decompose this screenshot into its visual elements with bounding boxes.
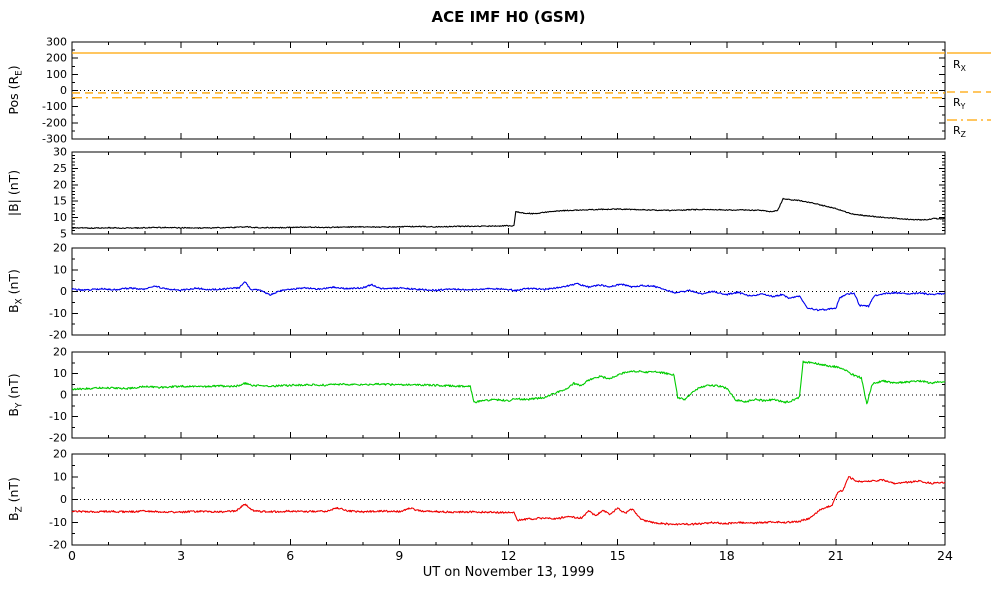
svg-text:20: 20 (53, 346, 67, 359)
legend-label-ry: RY (953, 96, 966, 112)
svg-text:-10: -10 (49, 410, 67, 423)
svg-text:-300: -300 (42, 133, 67, 146)
chart-title: ACE IMF H0 (GSM) (431, 8, 586, 26)
svg-text:-20: -20 (49, 432, 67, 445)
svg-text:3: 3 (177, 548, 185, 563)
svg-text:-10: -10 (49, 516, 67, 529)
svg-text:0: 0 (60, 389, 67, 402)
y-axis-label-bx: BX (nT) (5, 269, 25, 313)
svg-text:15: 15 (53, 195, 67, 208)
svg-text:100: 100 (46, 68, 67, 81)
svg-text:18: 18 (719, 548, 735, 563)
svg-text:24: 24 (937, 548, 953, 563)
svg-text:-20: -20 (49, 329, 67, 342)
y-axis-label-pos: Pos (RE) (5, 65, 25, 115)
svg-text:20: 20 (53, 448, 67, 461)
svg-text:-200: -200 (42, 116, 67, 129)
svg-text:-10: -10 (49, 307, 67, 320)
svg-text:-100: -100 (42, 100, 67, 113)
y-axis-label-bz: BZ (nT) (5, 477, 25, 521)
svg-text:12: 12 (501, 548, 517, 563)
svg-text:9: 9 (395, 548, 403, 563)
svg-text:5: 5 (60, 228, 67, 241)
svg-text:10: 10 (53, 367, 67, 380)
svg-text:30: 30 (53, 146, 67, 159)
svg-text:300: 300 (46, 36, 67, 49)
svg-text:-20: -20 (49, 539, 67, 552)
svg-text:25: 25 (53, 162, 67, 175)
svg-text:0: 0 (60, 493, 67, 506)
svg-text:21: 21 (828, 548, 844, 563)
svg-text:20: 20 (53, 242, 67, 255)
svg-text:6: 6 (286, 548, 294, 563)
svg-text:15: 15 (610, 548, 626, 563)
svg-text:200: 200 (46, 52, 67, 65)
svg-text:10: 10 (53, 470, 67, 483)
svg-text:0: 0 (68, 548, 76, 563)
svg-text:10: 10 (53, 263, 67, 276)
svg-text:0: 0 (60, 285, 67, 298)
y-axis-label-bmag: |B| (nT) (5, 169, 21, 217)
svg-text:0: 0 (60, 84, 67, 97)
legend-label-rz: RZ (953, 124, 966, 140)
svg-text:10: 10 (53, 211, 67, 224)
y-axis-label-by: BY (nT) (5, 373, 25, 417)
legend-label-rx: RX (953, 58, 966, 74)
svg-text:20: 20 (53, 178, 67, 191)
x-axis-label: UT on November 13, 1999 (422, 565, 595, 580)
